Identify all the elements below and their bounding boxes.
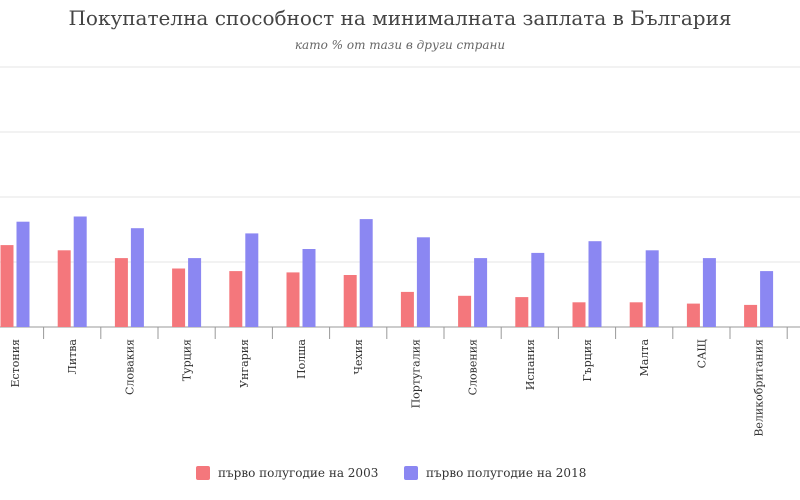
legend-swatch-2018 (404, 466, 418, 480)
bar-2003 (343, 275, 357, 327)
legend-label-2003: първо полугодие на 2003 (218, 466, 379, 480)
bar-2018 (130, 228, 144, 327)
bar-2003 (114, 258, 128, 327)
x-tick-label: Португалия (409, 339, 422, 408)
bar-2003 (229, 271, 243, 327)
legend-item-2018[interactable]: първо полугодие на 2018 (404, 466, 586, 480)
bar-2003 (686, 303, 700, 327)
x-tick-label: САЩ (695, 339, 708, 368)
bar-2003 (0, 245, 14, 327)
bar-2018 (702, 258, 716, 327)
x-tick-label: Гърция (581, 339, 594, 382)
bar-2018 (588, 241, 602, 327)
bar-2018 (302, 249, 316, 327)
chart-subtitle: като % от тази в други страни (294, 38, 506, 52)
x-tick-label: Полша (295, 339, 308, 379)
bar-2018 (188, 258, 202, 327)
bar-2003 (400, 291, 414, 327)
bar-2018 (531, 252, 545, 327)
x-tick-label: Чехия (352, 339, 365, 375)
x-tick-label: Литва (66, 339, 79, 375)
x-tick-label: Унгария (238, 339, 251, 388)
bar-2003 (629, 302, 643, 327)
bar-2003 (458, 295, 472, 327)
bar-2003 (515, 297, 529, 327)
bar-2003 (57, 250, 71, 327)
bar-2018 (16, 221, 30, 327)
chart-title: Покупателна способност на минималната за… (68, 6, 732, 30)
x-tick-label: Словения (467, 339, 480, 395)
bar-2003 (286, 272, 300, 327)
bar-2018 (474, 258, 488, 327)
bar-2018 (245, 233, 259, 327)
x-tick-label: Испания (524, 339, 537, 390)
bar-2018 (73, 216, 87, 327)
bar-2018 (416, 237, 430, 327)
x-tick-label: Великобритания (753, 339, 766, 437)
x-tick-label: Турция (181, 339, 194, 381)
bar-2003 (744, 304, 758, 327)
x-tick-label: Естония (9, 339, 22, 388)
x-tick-label: Малта (638, 339, 651, 377)
bar-2018 (760, 271, 774, 327)
x-tick-label: Словакия (123, 339, 136, 395)
bar-2018 (359, 219, 373, 327)
legend-item-2003[interactable]: първо полугодие на 2003 (196, 466, 378, 480)
legend-label-2018: първо полугодие на 2018 (426, 466, 587, 480)
bar-2018 (645, 250, 659, 327)
bar-2003 (172, 268, 186, 327)
bar-2003 (572, 302, 586, 327)
legend-swatch-2003 (196, 466, 210, 480)
